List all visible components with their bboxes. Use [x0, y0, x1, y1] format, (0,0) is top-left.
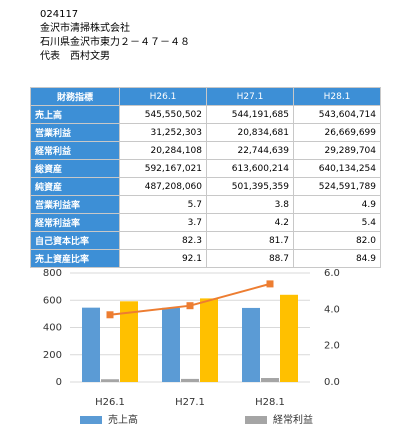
line-marker — [186, 302, 194, 310]
cell: 29,289,704 — [293, 141, 381, 160]
bar — [101, 379, 119, 382]
y-tick-label: 0 — [56, 377, 62, 388]
line-marker — [266, 280, 274, 288]
company: 金沢市清掃株式会社 — [40, 23, 130, 34]
address: 石川県金沢市東力２－４７－４８ — [40, 37, 190, 48]
bar — [200, 298, 218, 382]
row-label: 営業利益 — [30, 123, 120, 142]
cell: H27.1 — [206, 87, 294, 106]
representative: 代表 西村文男 — [40, 51, 110, 62]
financial-table: 財務指標 H26.1 H27.1 H28.1 売上高 545,550,502 544,191… — [30, 87, 381, 268]
row-label: 自己資本比率 — [30, 231, 120, 250]
cell: 613,600,214 — [206, 159, 294, 178]
table-row: 売上資産比率 92.1 88.7 84.9 — [30, 249, 381, 268]
header: 024117 金沢市清掃株式会社 石川県金沢市東力２－４７－４８ 代表 西村文男 — [40, 8, 190, 64]
y2-tick-label: 0.0 — [324, 377, 340, 388]
y-tick-label: 800 — [43, 268, 62, 279]
table-row: 売上高 545,550,502 544,191,685 543,604,714 — [30, 105, 381, 124]
cell: 3.8 — [206, 195, 294, 214]
row-label: 経常利益率 — [30, 213, 120, 232]
bar — [120, 301, 138, 382]
bar — [280, 294, 298, 382]
cell: 22,744,639 — [206, 141, 294, 160]
cell: 501,395,359 — [206, 177, 294, 196]
y-tick-label: 400 — [43, 323, 62, 334]
x-tick-label: H26.1 — [95, 397, 125, 408]
y-tick-label: 600 — [43, 295, 62, 306]
cell: 4.2 — [206, 213, 294, 232]
bar — [181, 378, 199, 382]
cell: H28.1 — [293, 87, 381, 106]
cell: 82.3 — [119, 231, 207, 250]
cell: 543,604,714 — [293, 105, 381, 124]
cell: 545,550,502 — [119, 105, 207, 124]
bar — [162, 307, 180, 382]
bar — [261, 378, 279, 382]
legend-swatch — [80, 416, 102, 424]
cell: 3.7 — [119, 213, 207, 232]
table-row: 経常利益率 3.7 4.2 5.4 — [30, 213, 381, 232]
legend-label: 売上高 — [108, 413, 138, 426]
cell: 20,284,108 — [119, 141, 207, 160]
table-row: 自己資本比率 82.3 81.7 82.0 — [30, 231, 381, 250]
table-row: 営業利益率 5.7 3.8 4.9 — [30, 195, 381, 214]
table-row: 財務指標 H26.1 H27.1 H28.1 — [30, 87, 381, 106]
y2-tick-label: 2.0 — [324, 341, 340, 352]
legend-label: 経常利益 — [273, 413, 313, 426]
table-row: 営業利益 31,252,303 20,834,681 26,669,699 — [30, 123, 381, 142]
y-tick-label: 200 — [43, 350, 62, 361]
cell: 84.9 — [293, 249, 381, 268]
cell: 26,669,699 — [293, 123, 381, 142]
row-label: 財務指標 — [30, 87, 120, 106]
y2-tick-label: 4.0 — [324, 304, 340, 315]
chart: 0 200 400 600 800 0.0 2.0 4.0 6.0 H26.1 H27.1 H28.1… — [43, 268, 340, 426]
cell: 592,167,021 — [119, 159, 207, 178]
row-label: 営業利益率 — [30, 195, 120, 214]
bar — [242, 307, 260, 382]
table-row: 総資産 592,167,021 613,600,214 640,134,254 — [30, 159, 381, 178]
table-row: 純資産 487,208,060 501,395,359 524,591,789 — [30, 177, 381, 196]
line-marker — [106, 311, 114, 319]
row-label: 経常利益 — [30, 141, 120, 160]
y2-tick-label: 6.0 — [324, 268, 340, 279]
table-row: 経常利益 20,284,108 22,744,639 29,289,704 — [30, 141, 381, 160]
cell: 20,834,681 — [206, 123, 294, 142]
row-label: 総資産 — [30, 159, 120, 178]
cell: 487,208,060 — [119, 177, 207, 196]
row-label: 売上高 — [30, 105, 120, 124]
cell: 31,252,303 — [119, 123, 207, 142]
row-label: 売上資産比率 — [30, 249, 120, 268]
cell: 5.4 — [293, 213, 381, 232]
legend-swatch — [245, 416, 267, 424]
cell: 640,134,254 — [293, 159, 381, 178]
row-label: 純資産 — [30, 177, 120, 196]
cell: 82.0 — [293, 231, 381, 250]
code: 024117 — [40, 9, 79, 20]
x-tick-label: H27.1 — [175, 397, 205, 408]
x-tick-label: H28.1 — [255, 397, 285, 408]
cell: 5.7 — [119, 195, 207, 214]
cell: 524,591,789 — [293, 177, 381, 196]
cell: 81.7 — [206, 231, 294, 250]
cell: H26.1 — [119, 87, 207, 106]
bar — [82, 307, 100, 382]
cell: 4.9 — [293, 195, 381, 214]
cell: 544,191,685 — [206, 105, 294, 124]
